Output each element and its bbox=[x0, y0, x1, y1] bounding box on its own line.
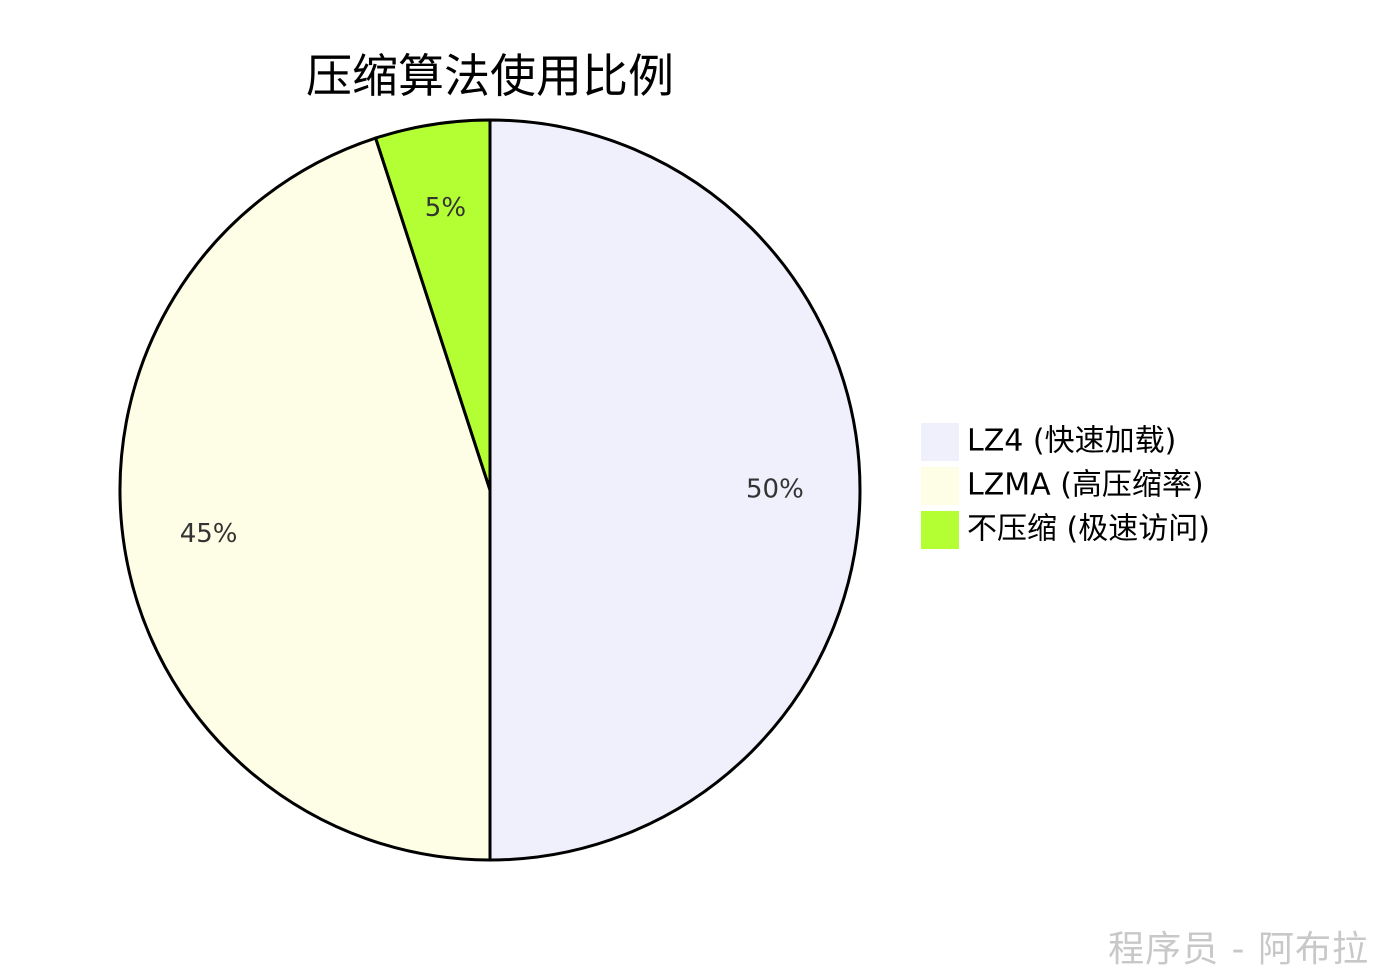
legend-swatch-1 bbox=[921, 423, 959, 461]
slice-label-3: 5% bbox=[425, 193, 466, 223]
slice-label-2: 45% bbox=[180, 519, 238, 549]
pie-slices bbox=[118, 118, 862, 862]
legend-label-3: 不压缩 (极速访问) bbox=[967, 512, 1210, 547]
pie-slice-2 bbox=[118, 136, 492, 862]
pie-slice-1 bbox=[488, 118, 862, 862]
legend-label-1: LZ4 (快速加载) bbox=[967, 424, 1176, 459]
legend-item-3: 不压缩 (极速访问) bbox=[921, 511, 1210, 549]
legend-item-2: LZMA (高压缩率) bbox=[921, 467, 1204, 505]
legend-swatch-3 bbox=[921, 511, 959, 549]
pie-slice-3 bbox=[373, 118, 492, 491]
legend-swatch-2 bbox=[921, 467, 959, 505]
chart-legend: LZ4 (快速加载) LZMA (高压缩率) 不压缩 (极速访问) bbox=[921, 423, 1210, 549]
slice-labels: 50% 45% 5% bbox=[180, 193, 804, 549]
legend-label-2: LZMA (高压缩率) bbox=[967, 468, 1204, 503]
legend-item-1: LZ4 (快速加载) bbox=[921, 423, 1176, 461]
chart-title: 压缩算法使用比例 bbox=[306, 49, 674, 103]
watermark: 程序员 - 阿布拉 bbox=[1108, 929, 1369, 970]
slice-label-1: 50% bbox=[746, 475, 804, 505]
